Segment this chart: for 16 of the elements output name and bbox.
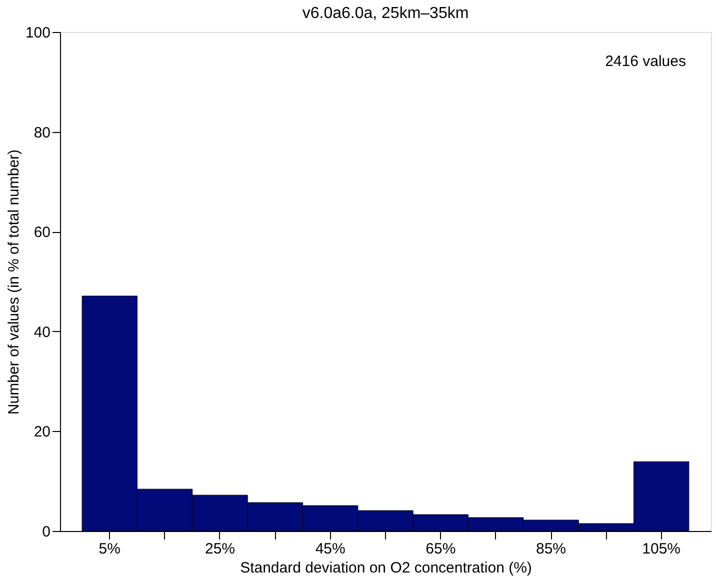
x-tick-label: 25%: [204, 540, 236, 558]
x-tick-label: 85%: [536, 540, 566, 558]
y-tick-label: 80: [34, 124, 50, 142]
x-tick-label: 65%: [426, 540, 456, 558]
y-tick-label: 20: [34, 424, 50, 441]
y-tick-label: 60: [34, 224, 50, 242]
chart-title: v6.0a6.0a, 25km–35km: [302, 5, 469, 22]
x-axis-title: Standard deviation on O2 concentration (%): [240, 560, 532, 576]
y-tick-label: 40: [34, 324, 50, 341]
x-tick-label: 45%: [315, 540, 346, 558]
x-tick-label: 105%: [642, 540, 681, 558]
y-axis-title: Number of values (in % of total number): [5, 149, 22, 415]
annotation: 2416 values: [605, 53, 686, 70]
y-tick-label: 100: [25, 24, 50, 42]
y-tick-label: 0: [42, 524, 50, 540]
x-tick-label: 5%: [98, 540, 120, 558]
